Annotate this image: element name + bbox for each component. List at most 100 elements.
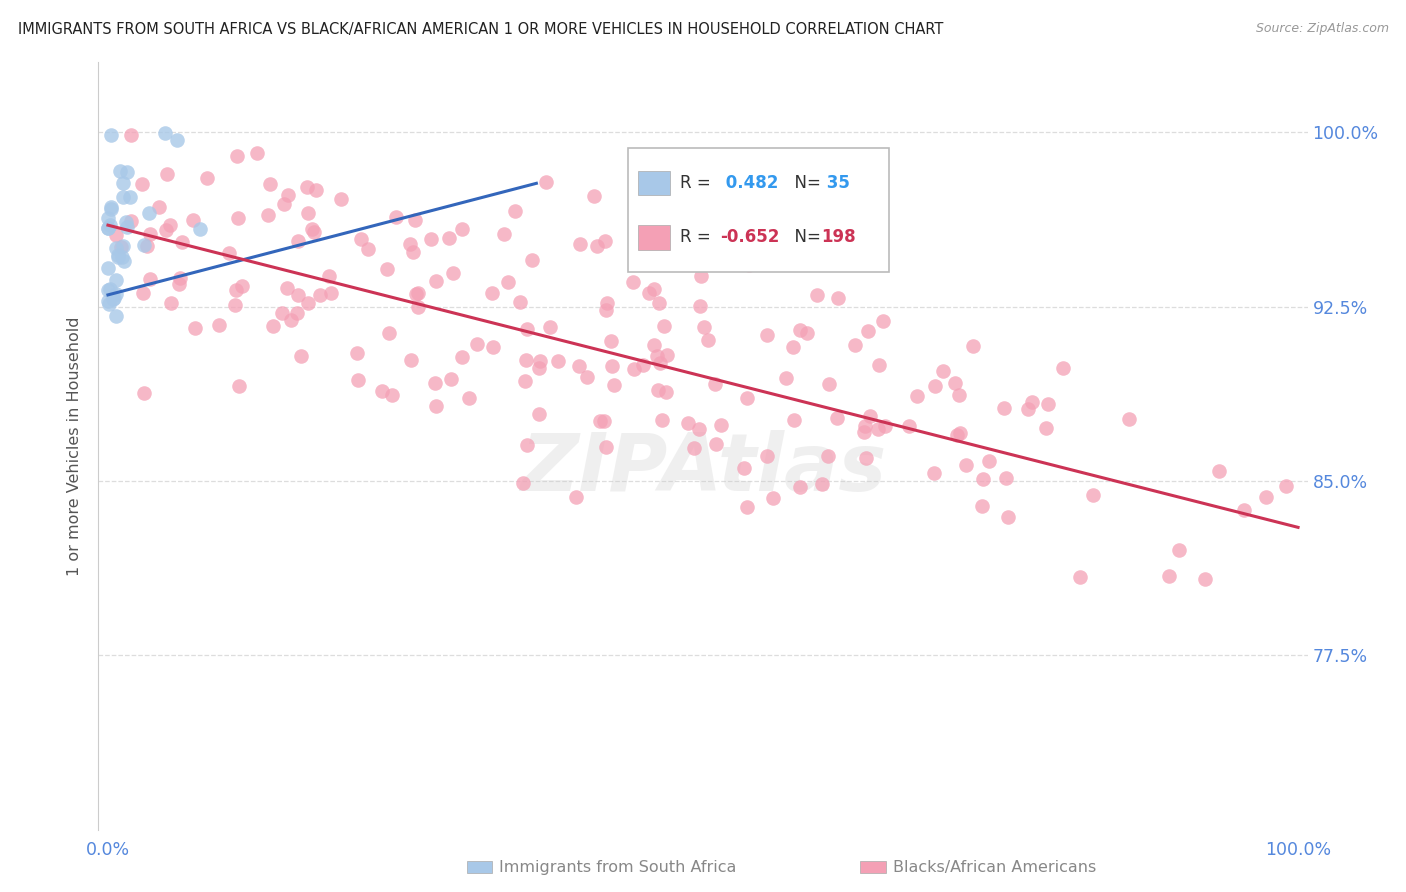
Point: [262, 319, 284, 334]
Point: [1194, 572, 1216, 586]
Point: [789, 323, 811, 337]
Point: [756, 449, 779, 463]
Point: [859, 409, 882, 424]
Point: [104, 287, 127, 301]
Point: [120, 128, 142, 142]
Point: [101, 292, 124, 306]
Point: [515, 352, 537, 367]
Point: [689, 300, 711, 314]
Point: [440, 372, 463, 386]
Point: [308, 287, 330, 301]
Point: [1157, 568, 1180, 582]
Point: [595, 303, 617, 318]
Point: [100, 128, 122, 142]
Point: [224, 298, 246, 312]
Point: [997, 510, 1019, 524]
Point: [1118, 411, 1140, 425]
Point: [817, 376, 839, 391]
Text: IMMIGRANTS FROM SOUTH AFRICA VS BLACK/AFRICAN AMERICAN 1 OR MORE VEHICLES IN HOU: IMMIGRANTS FROM SOUTH AFRICA VS BLACK/AF…: [18, 22, 943, 37]
Point: [97, 211, 120, 225]
Point: [97, 283, 120, 297]
Point: [946, 428, 969, 442]
Point: [897, 418, 920, 433]
Point: [873, 418, 896, 433]
Point: [450, 351, 472, 365]
Point: [738, 259, 761, 273]
Point: [1052, 360, 1074, 375]
Point: [280, 313, 302, 327]
Point: [756, 328, 779, 343]
Point: [534, 176, 557, 190]
Text: 0.0%: 0.0%: [86, 841, 129, 859]
Point: [735, 391, 758, 405]
Point: [858, 324, 880, 338]
Point: [948, 388, 970, 402]
Point: [647, 296, 669, 310]
Point: [621, 275, 644, 289]
Point: [399, 353, 422, 368]
Point: [853, 419, 876, 434]
Point: [97, 260, 120, 275]
Point: [112, 254, 135, 268]
Point: [207, 318, 229, 332]
Point: [184, 320, 207, 334]
Point: [318, 268, 340, 283]
Point: [120, 213, 142, 227]
Point: [378, 326, 401, 341]
Point: [218, 245, 240, 260]
Point: [105, 227, 128, 242]
Point: [287, 234, 309, 248]
Point: [439, 231, 461, 245]
Point: [287, 288, 309, 302]
Text: 100.0%: 100.0%: [1265, 841, 1331, 859]
Point: [949, 425, 972, 440]
Point: [329, 193, 352, 207]
Point: [97, 297, 120, 311]
Point: [827, 291, 849, 305]
Point: [529, 354, 551, 368]
Point: [190, 222, 212, 236]
Point: [450, 222, 472, 236]
Point: [259, 178, 281, 192]
Point: [645, 349, 668, 363]
Point: [169, 271, 191, 285]
Point: [496, 276, 519, 290]
Point: [246, 146, 269, 161]
Point: [972, 471, 994, 485]
Point: [1233, 502, 1256, 516]
Point: [297, 205, 319, 219]
Point: [159, 219, 181, 233]
Point: [568, 359, 591, 373]
Point: [100, 200, 122, 214]
Text: ZIPAtlas: ZIPAtlas: [520, 430, 886, 508]
Point: [405, 287, 427, 301]
Text: N=: N=: [785, 228, 827, 246]
Point: [1035, 421, 1057, 435]
Point: [321, 285, 343, 300]
Point: [97, 220, 120, 235]
Point: [783, 413, 806, 427]
Point: [943, 376, 966, 390]
Point: [1036, 397, 1059, 411]
Point: [512, 476, 534, 491]
Point: [676, 416, 699, 430]
Point: [100, 202, 122, 216]
Point: [789, 480, 811, 494]
Point: [381, 387, 404, 401]
Point: [565, 490, 588, 504]
Point: [853, 425, 876, 440]
Point: [399, 236, 422, 251]
Point: [509, 294, 531, 309]
Point: [385, 210, 408, 224]
Point: [256, 208, 278, 222]
Point: [295, 180, 318, 194]
Point: [115, 215, 138, 229]
Point: [347, 373, 370, 387]
Point: [423, 376, 446, 390]
Point: [1254, 490, 1277, 504]
Point: [643, 282, 665, 296]
Point: [623, 361, 645, 376]
Point: [181, 212, 204, 227]
Point: [689, 269, 711, 284]
Point: [350, 231, 373, 245]
